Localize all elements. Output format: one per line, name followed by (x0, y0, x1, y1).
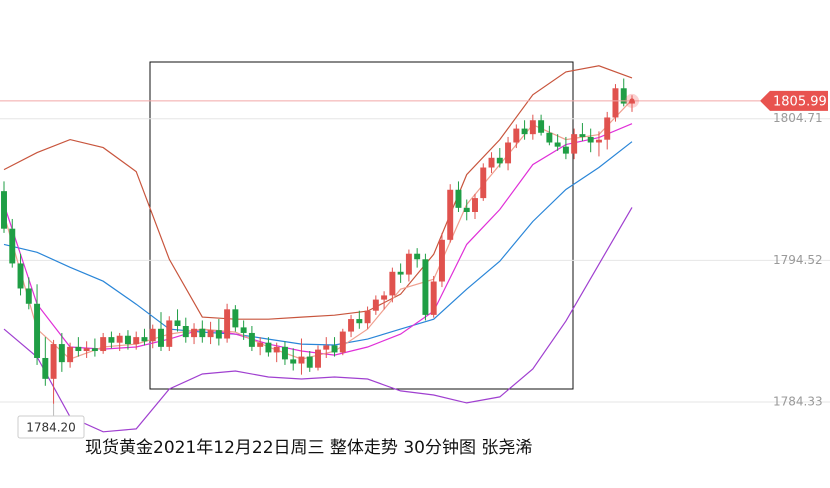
candle-body (306, 356, 313, 368)
candle-body (265, 342, 272, 353)
indicator-line (3, 141, 633, 346)
candle-body (538, 120, 545, 133)
candle-body (521, 128, 528, 135)
candle-body (158, 328, 164, 347)
candle-body (604, 117, 611, 140)
candle-body (116, 335, 123, 343)
candle-body (248, 332, 255, 347)
candle-body (100, 337, 107, 352)
candle-body (587, 136, 594, 143)
candle-body (562, 146, 569, 154)
candle-body (447, 189, 454, 240)
candle-body (191, 328, 198, 338)
candle-body (124, 335, 131, 345)
annotation-box (149, 61, 574, 390)
indicator-line (3, 123, 633, 356)
candle-body (25, 288, 32, 304)
candle-body (463, 207, 470, 213)
last-price-tag (760, 90, 828, 111)
candle-body (141, 337, 148, 342)
candle-body (356, 319, 363, 324)
candle-body (108, 337, 115, 343)
candle-body (166, 320, 173, 347)
last-price-dot (629, 98, 635, 104)
candle-body (34, 303, 41, 358)
candle-body (9, 228, 16, 264)
candle-body (571, 134, 578, 154)
candle-body (67, 346, 74, 363)
candle-body (372, 299, 379, 311)
candle-body (17, 263, 24, 289)
candle-body (414, 253, 421, 260)
candle-body (397, 271, 404, 275)
candle-body (50, 344, 57, 379)
y-tick-label: 1804.71 (773, 111, 823, 125)
candle-body (389, 271, 396, 296)
candle-body (257, 342, 264, 347)
candle-body (455, 189, 462, 208)
candle-body (298, 356, 305, 364)
candle-body (430, 281, 437, 315)
candle-body (381, 295, 388, 300)
candle-body (281, 346, 288, 360)
candle-body (331, 345, 338, 353)
y-tick-label: 1784.33 (773, 395, 823, 409)
candle-body (405, 253, 412, 275)
candle-body (182, 326, 189, 338)
candle-body (149, 328, 156, 342)
candle-body (315, 349, 321, 368)
last-price-label: 1805.99 (773, 94, 827, 109)
candle-body (438, 239, 445, 282)
candle-body (232, 309, 239, 328)
candle-body (207, 330, 214, 338)
candle-body (42, 357, 49, 379)
caption: 现货黄金2021年12月22日周三 整体走势 30分钟图 张尧浠 (85, 438, 532, 458)
candle-body (273, 346, 280, 353)
candle-body (529, 120, 536, 135)
candle-body (505, 142, 512, 164)
candle-body (595, 139, 602, 143)
candle-body (224, 309, 231, 339)
candle-body (83, 348, 90, 352)
candle-body (480, 167, 487, 199)
indicator-line (3, 99, 633, 360)
candle-body (579, 134, 586, 137)
candle-body (1, 191, 7, 229)
candle-body (554, 142, 561, 147)
candle-body (75, 346, 82, 352)
candle-body (240, 327, 247, 333)
candle-body (612, 88, 619, 118)
low-label-box (17, 415, 85, 439)
candle-body (513, 128, 520, 143)
candle-body (472, 198, 478, 213)
candle-body (348, 319, 355, 332)
candle-body (133, 337, 140, 345)
indicator-line (3, 207, 633, 433)
candle-body (199, 328, 206, 338)
candle-body (422, 259, 429, 315)
low-label: 1784.20 (26, 421, 76, 435)
candle-body (364, 310, 371, 324)
indicator-line (3, 65, 633, 320)
candle-body (91, 348, 98, 352)
candle-body (58, 344, 65, 363)
candle-body (174, 320, 181, 327)
candle-body (488, 157, 495, 168)
candle-body (215, 330, 222, 339)
candle-body (620, 88, 627, 104)
candle-body (546, 132, 553, 143)
y-tick-label: 1794.52 (773, 253, 823, 267)
candle-body (496, 157, 503, 164)
candle-body (323, 345, 330, 350)
candle-body (290, 359, 297, 364)
candle-body (339, 331, 346, 353)
